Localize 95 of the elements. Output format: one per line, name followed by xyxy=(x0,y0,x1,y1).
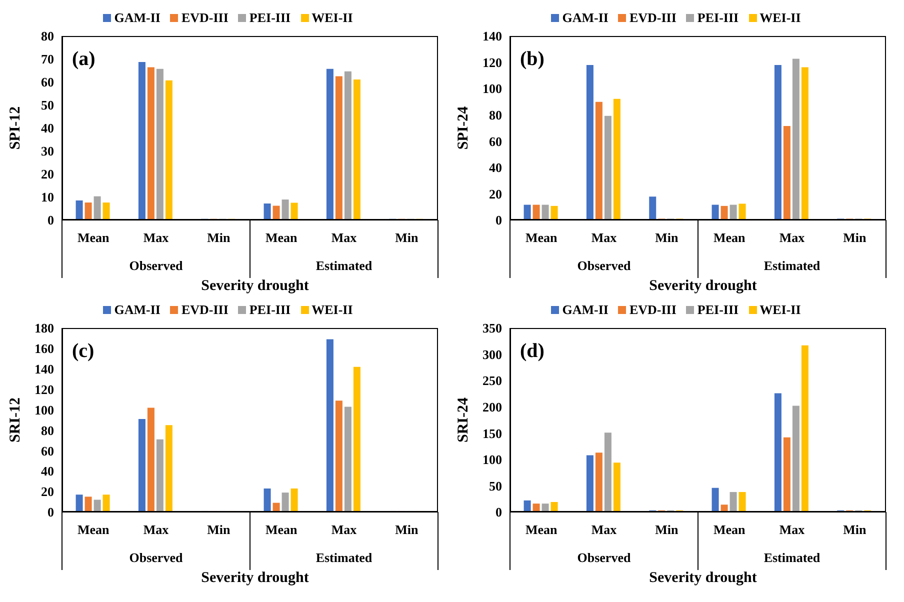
y-tick-label: 60 xyxy=(489,134,502,149)
text: Observed xyxy=(129,258,184,273)
x-tick-label: Mean xyxy=(525,522,558,537)
x-tick-label: Max xyxy=(591,230,618,245)
x-tick-label: Mean xyxy=(713,522,746,537)
y-tick-label: 200 xyxy=(482,399,502,414)
x-tick-label: Mean xyxy=(77,522,110,537)
y-tick-label: 0 xyxy=(496,212,502,228)
x-tick-label: Mean xyxy=(525,230,558,245)
x-axis-title: Severity drought xyxy=(200,278,310,296)
annotation: (b) xyxy=(520,48,544,71)
y-tick-label: 20 xyxy=(489,186,502,202)
legend-label: EVD-III xyxy=(180,302,228,318)
y-tick-label: 80 xyxy=(489,107,502,122)
x-tick-label: Max xyxy=(331,522,358,537)
y-tick-label: 20 xyxy=(41,484,54,500)
legend-label: GAM-II xyxy=(561,302,608,318)
legend-label: WEI-II xyxy=(310,302,353,318)
text: Observed xyxy=(577,550,632,565)
y-tick-label: 250 xyxy=(482,373,502,388)
y-tick-label: 30 xyxy=(41,144,54,159)
y-tick-label: 70 xyxy=(41,52,54,67)
y-tick-label: 100 xyxy=(482,452,502,468)
legend-label: WEI-II xyxy=(310,10,353,26)
y-tick-label: 180 xyxy=(34,320,54,336)
y-axis-title: SRI-12 xyxy=(7,397,24,443)
y-tick-label: 40 xyxy=(489,160,502,176)
x-tick-label: Max xyxy=(143,230,170,245)
y-tick-label: 10 xyxy=(41,190,54,205)
legend-label: GAM-II xyxy=(113,302,160,318)
y-tick-label: 40 xyxy=(41,120,54,136)
y-tick-label: 300 xyxy=(482,346,502,362)
x-axis-title: Severity drought xyxy=(648,570,758,588)
legend-label: WEI-II xyxy=(758,302,801,318)
x-tick-label: Mean xyxy=(265,522,298,537)
y-tick-label: 50 xyxy=(489,478,502,494)
text: Estimated xyxy=(764,258,821,273)
annotation: (a) xyxy=(72,48,96,71)
legend-label: GAM-II xyxy=(561,10,608,26)
x-tick-label: Min xyxy=(843,522,867,537)
x-tick-label: Max xyxy=(779,230,806,245)
legend-label: PEI-III xyxy=(696,302,739,318)
legend-label: EVD-III xyxy=(628,10,676,26)
y-tick-label: 0 xyxy=(48,212,54,228)
x-tick-label: Min xyxy=(207,230,231,245)
legend-label: EVD-III xyxy=(628,302,676,318)
y-tick-label: 160 xyxy=(34,341,54,356)
x-tick-label: Min xyxy=(655,230,679,245)
x-tick-label: Min xyxy=(395,522,419,537)
y-axis-title: SPI-24 xyxy=(455,106,472,150)
y-tick-label: 140 xyxy=(482,28,502,44)
y-tick-label: 140 xyxy=(34,362,54,377)
y-tick-label: 120 xyxy=(34,382,54,397)
y-axis-title: SPI-12 xyxy=(7,106,24,150)
x-tick-label: Max xyxy=(331,230,358,245)
y-tick-label: 60 xyxy=(41,443,54,458)
y-tick-label: 350 xyxy=(482,320,502,336)
x-tick-label: Mean xyxy=(713,230,746,245)
y-tick-label: 60 xyxy=(41,74,54,90)
text: Estimated xyxy=(316,550,373,565)
x-tick-label: Min xyxy=(655,522,679,537)
y-tick-label: 0 xyxy=(48,504,54,520)
x-tick-label: Max xyxy=(591,522,618,537)
y-tick-label: 150 xyxy=(482,426,502,441)
legend-label: WEI-II xyxy=(758,10,801,26)
y-tick-label: 100 xyxy=(482,81,502,96)
legend-label: PEI-III xyxy=(696,10,739,26)
legend-label: PEI-III xyxy=(248,10,291,26)
legend-label: PEI-III xyxy=(248,302,291,318)
y-tick-label: 80 xyxy=(41,422,54,438)
x-axis-title: Severity drought xyxy=(648,278,758,296)
text: Observed xyxy=(129,550,184,565)
legend-label: EVD-III xyxy=(180,10,228,26)
y-tick-label: 20 xyxy=(41,166,54,182)
y-tick-label: 50 xyxy=(41,98,54,113)
x-tick-label: Mean xyxy=(265,230,298,245)
x-tick-label: Max xyxy=(143,522,170,537)
x-tick-label: Mean xyxy=(77,230,110,245)
x-tick-label: Min xyxy=(395,230,419,245)
text: Estimated xyxy=(764,550,821,565)
annotation: (d) xyxy=(520,340,544,363)
text: Observed xyxy=(577,258,632,273)
x-tick-label: Min xyxy=(843,230,867,245)
y-tick-label: 40 xyxy=(41,464,54,479)
x-tick-label: Min xyxy=(207,522,231,537)
y-tick-label: 80 xyxy=(41,28,54,44)
x-axis-title: Severity drought xyxy=(200,570,310,588)
x-tick-label: Max xyxy=(779,522,806,537)
y-tick-label: 120 xyxy=(482,54,502,70)
legend-label: GAM-II xyxy=(113,10,160,26)
text: Estimated xyxy=(316,258,373,273)
annotation: (c) xyxy=(72,340,94,363)
y-tick-label: 100 xyxy=(34,402,54,418)
y-axis-title: SRI-24 xyxy=(455,397,472,443)
y-tick-label: 0 xyxy=(496,504,502,520)
